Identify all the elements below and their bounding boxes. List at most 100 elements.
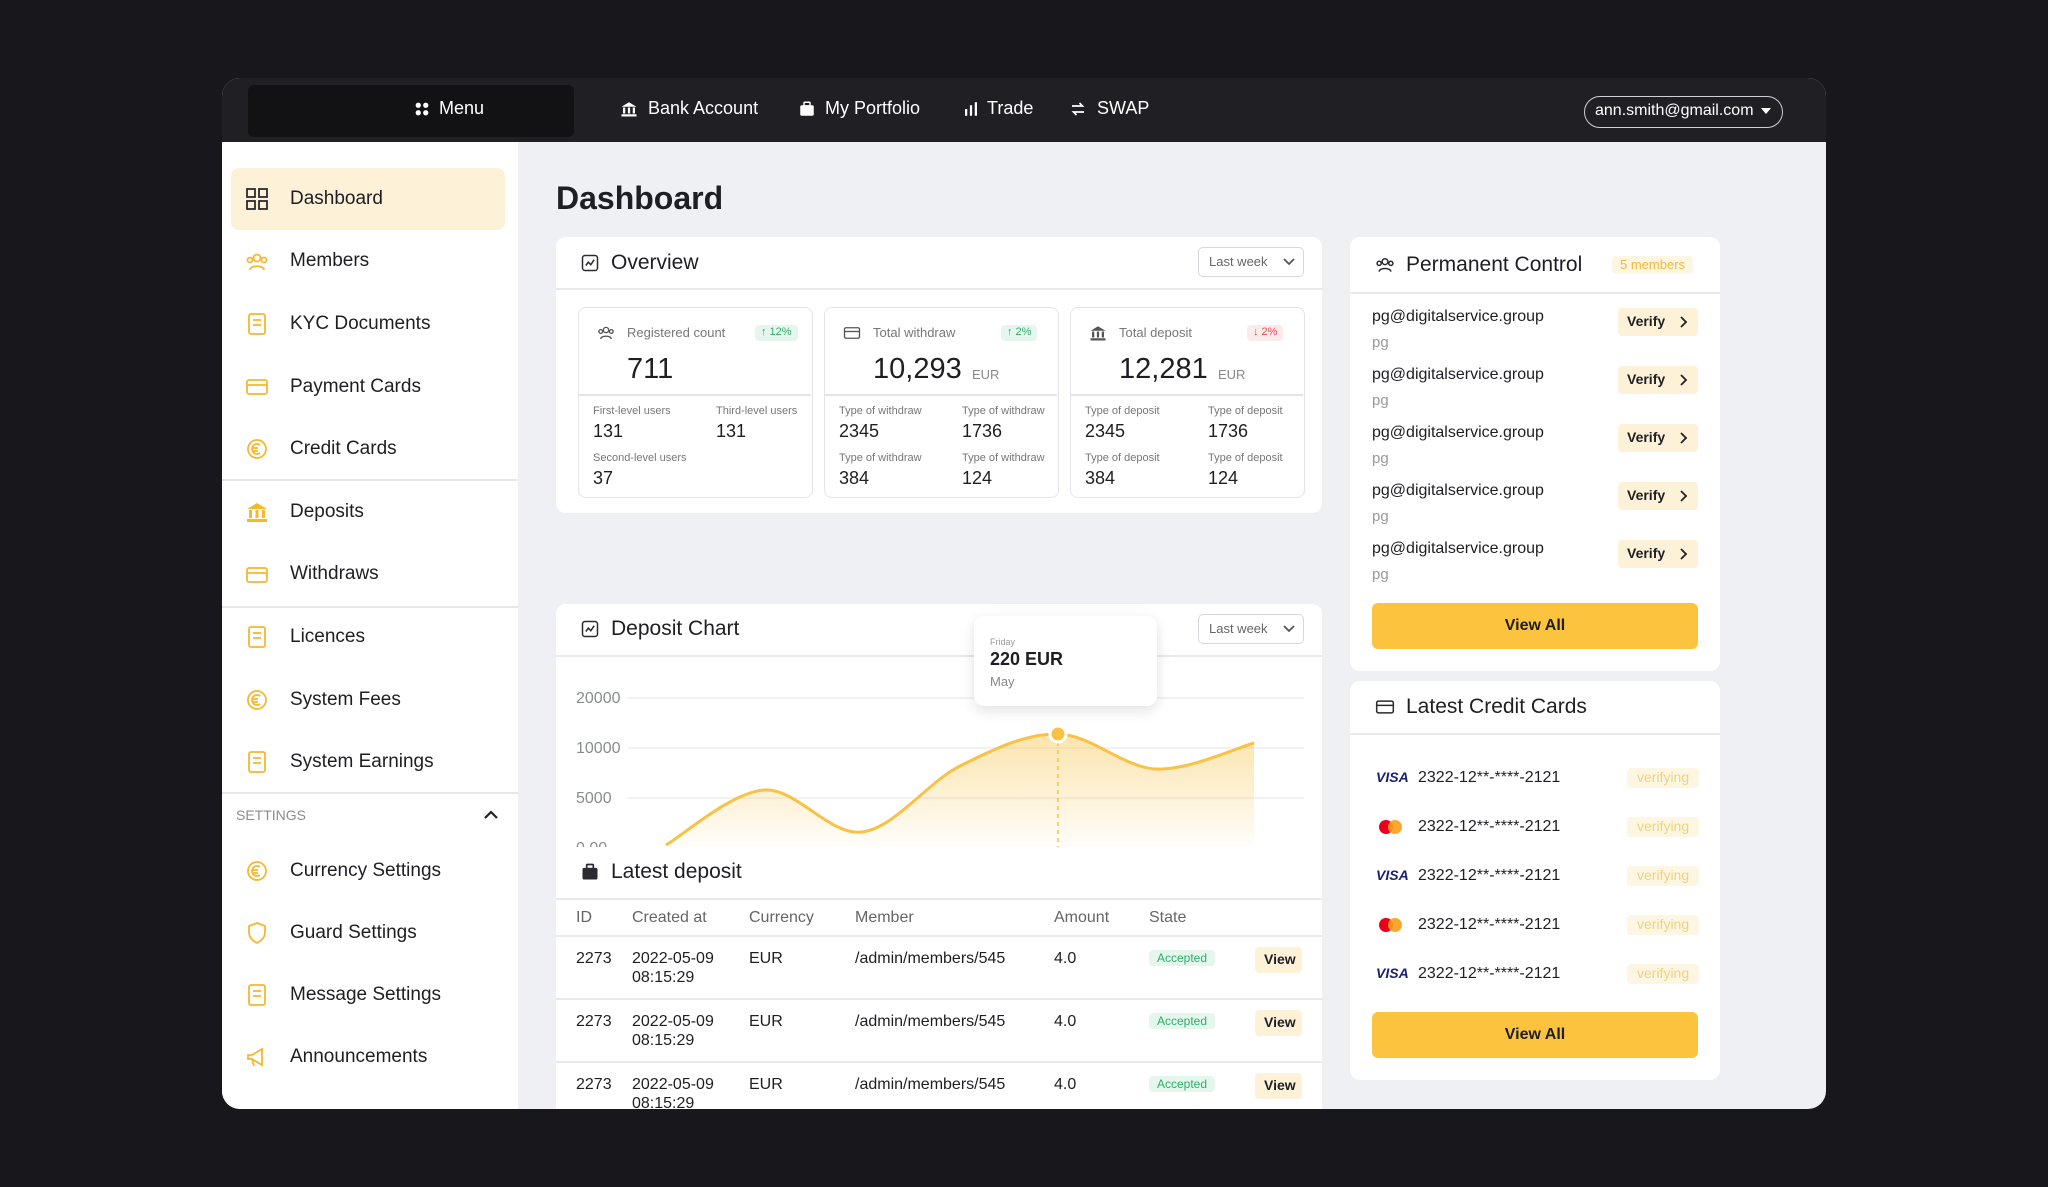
verify-button[interactable]: Verify	[1618, 424, 1698, 452]
card-number: 2322-12**-****-2121	[1418, 866, 1561, 884]
sidebar-item[interactable]: Payment Cards	[290, 375, 421, 397]
view-all-button[interactable]: View All	[1372, 603, 1698, 649]
sub-stat-label: Type of withdraw	[962, 405, 1045, 418]
nav-link[interactable]: Bank Account	[648, 98, 759, 119]
entry-name: pg	[1372, 565, 1389, 583]
table-cell: EUR	[749, 1076, 783, 1093]
sidebar-item[interactable]: Withdraws	[290, 563, 379, 585]
chevron	[1680, 432, 1688, 444]
verify-button[interactable]: Verify	[1618, 308, 1698, 336]
period-dropdown[interactable]: Last week	[1198, 247, 1304, 277]
view-label: View	[1264, 951, 1296, 968]
divider	[556, 288, 1322, 290]
stat-change: ↑ 12%	[755, 325, 798, 341]
view-button[interactable]: View	[1255, 947, 1302, 973]
sidebar-icon	[245, 750, 269, 774]
sidebar-item[interactable]: Deposits	[290, 500, 364, 522]
sidebar-item[interactable]: Licences	[290, 625, 365, 647]
column-header: State	[1149, 908, 1187, 926]
stat-change: ↑ 2%	[1001, 325, 1038, 341]
table-cell: /admin/members/545	[855, 1013, 1006, 1030]
state-badge: Accepted	[1149, 1075, 1216, 1093]
nav-icon	[1069, 100, 1087, 118]
verify-button[interactable]: Verify	[1618, 540, 1698, 568]
icon-shape	[247, 503, 267, 522]
y-tick-label: 5000	[576, 790, 612, 807]
sidebar-item[interactable]: Announcements	[290, 1045, 428, 1067]
divider	[556, 998, 1322, 1000]
sidebar: Dashboard Members KYC Documents Payment Car…	[222, 142, 518, 1109]
verify-button[interactable]: Verify	[1618, 366, 1698, 394]
stat-card: Total withdraw ↑ 2% 10,293 EUR Type of withd…	[824, 307, 1059, 498]
sidebar-item[interactable]: System Fees	[290, 688, 401, 710]
table-cell: 4.0	[1054, 950, 1077, 967]
sub-stat-value: 131	[716, 421, 747, 442]
icon-shape	[248, 751, 266, 774]
sidebar-icon	[245, 187, 269, 211]
icon-shape	[246, 566, 268, 583]
view-label: View	[1264, 1014, 1296, 1031]
sidebar-item[interactable]: Guard Settings	[290, 921, 417, 943]
stat-icon	[597, 324, 615, 342]
icon-shape	[248, 626, 266, 649]
button-label: View All	[1504, 1026, 1566, 1043]
icon-shape	[800, 101, 814, 116]
card-number: 2322-12**-****-2121	[1418, 964, 1561, 982]
stat-label: Total deposit	[1119, 324, 1192, 340]
menu-label[interactable]: Menu	[439, 98, 485, 119]
sidebar-item[interactable]: System Earnings	[290, 751, 434, 773]
view-label: View	[1264, 1077, 1296, 1094]
nav-link[interactable]: SWAP	[1097, 98, 1150, 119]
card-title: Latest deposit	[611, 860, 742, 884]
card-title: Latest Credit Cards	[1406, 695, 1587, 719]
icon-shape	[248, 313, 266, 336]
view-button[interactable]: View	[1255, 1010, 1302, 1036]
sub-stat-label: Type of deposit	[1085, 452, 1160, 465]
account-email: ann.smith@gmail.com	[1595, 102, 1754, 120]
table-cell: /admin/members/545	[855, 1076, 1006, 1093]
caret	[1283, 625, 1295, 633]
nav-link[interactable]: Trade	[987, 98, 1034, 119]
sidebar-item[interactable]: Message Settings	[290, 983, 442, 1005]
collapse-chevron[interactable]	[484, 810, 498, 820]
stat-icon	[843, 324, 861, 342]
view-button[interactable]: View	[1255, 1073, 1302, 1099]
account-dropdown[interactable]: ann.smith@gmail.com	[1584, 96, 1783, 128]
entry-email: pg@digitalservice.group	[1372, 539, 1544, 557]
nav-icon	[798, 100, 816, 118]
icon-shape	[247, 861, 267, 881]
tooltip-value: 220 EUR	[990, 649, 1064, 670]
sidebar-item[interactable]: KYC Documents	[290, 312, 431, 334]
permanent-control-card: Permanent Control 5 members pg@digitalserv…	[1350, 237, 1720, 671]
stat-label: Total withdraw	[873, 324, 956, 340]
stat-value: 711	[627, 352, 674, 385]
sidebar-item[interactable]: Currency Settings	[290, 859, 442, 881]
period-dropdown[interactable]: Last week	[1198, 614, 1304, 644]
sidebar-icon	[245, 921, 269, 945]
card-title: Deposit Chart	[611, 617, 740, 641]
stat-unit: EUR	[972, 366, 1000, 382]
view-all-button[interactable]: View All	[1372, 1012, 1698, 1058]
sidebar-item[interactable]: Members	[290, 250, 370, 272]
icon-shape	[965, 102, 977, 116]
column-header: Amount	[1054, 908, 1110, 926]
sub-stat-label: Type of deposit	[1208, 405, 1283, 418]
sub-stat-label: Type of deposit	[1208, 452, 1283, 465]
entry-name: pg	[1372, 333, 1389, 351]
nav-link[interactable]: My Portfolio	[825, 98, 921, 119]
sidebar-icon	[245, 312, 269, 336]
divider	[222, 792, 518, 794]
top-nav: Menu Bank Account My Portfolio Trade SWAP ann…	[222, 78, 1826, 142]
entry-email: pg@digitalservice.group	[1372, 307, 1544, 325]
card-status: verifying	[1627, 768, 1700, 788]
verify-button[interactable]: Verify	[1618, 482, 1698, 510]
sidebar-item[interactable]: Credit Cards	[290, 438, 397, 460]
sidebar-icon	[245, 625, 269, 649]
icon-shape	[621, 102, 637, 117]
icon-shape	[248, 984, 266, 1006]
visa-logo: VISA	[1376, 867, 1409, 884]
sidebar-item[interactable]: Dashboard	[290, 187, 383, 209]
period-label: Last week	[1209, 253, 1268, 269]
sub-stat-value: 37	[593, 468, 614, 489]
